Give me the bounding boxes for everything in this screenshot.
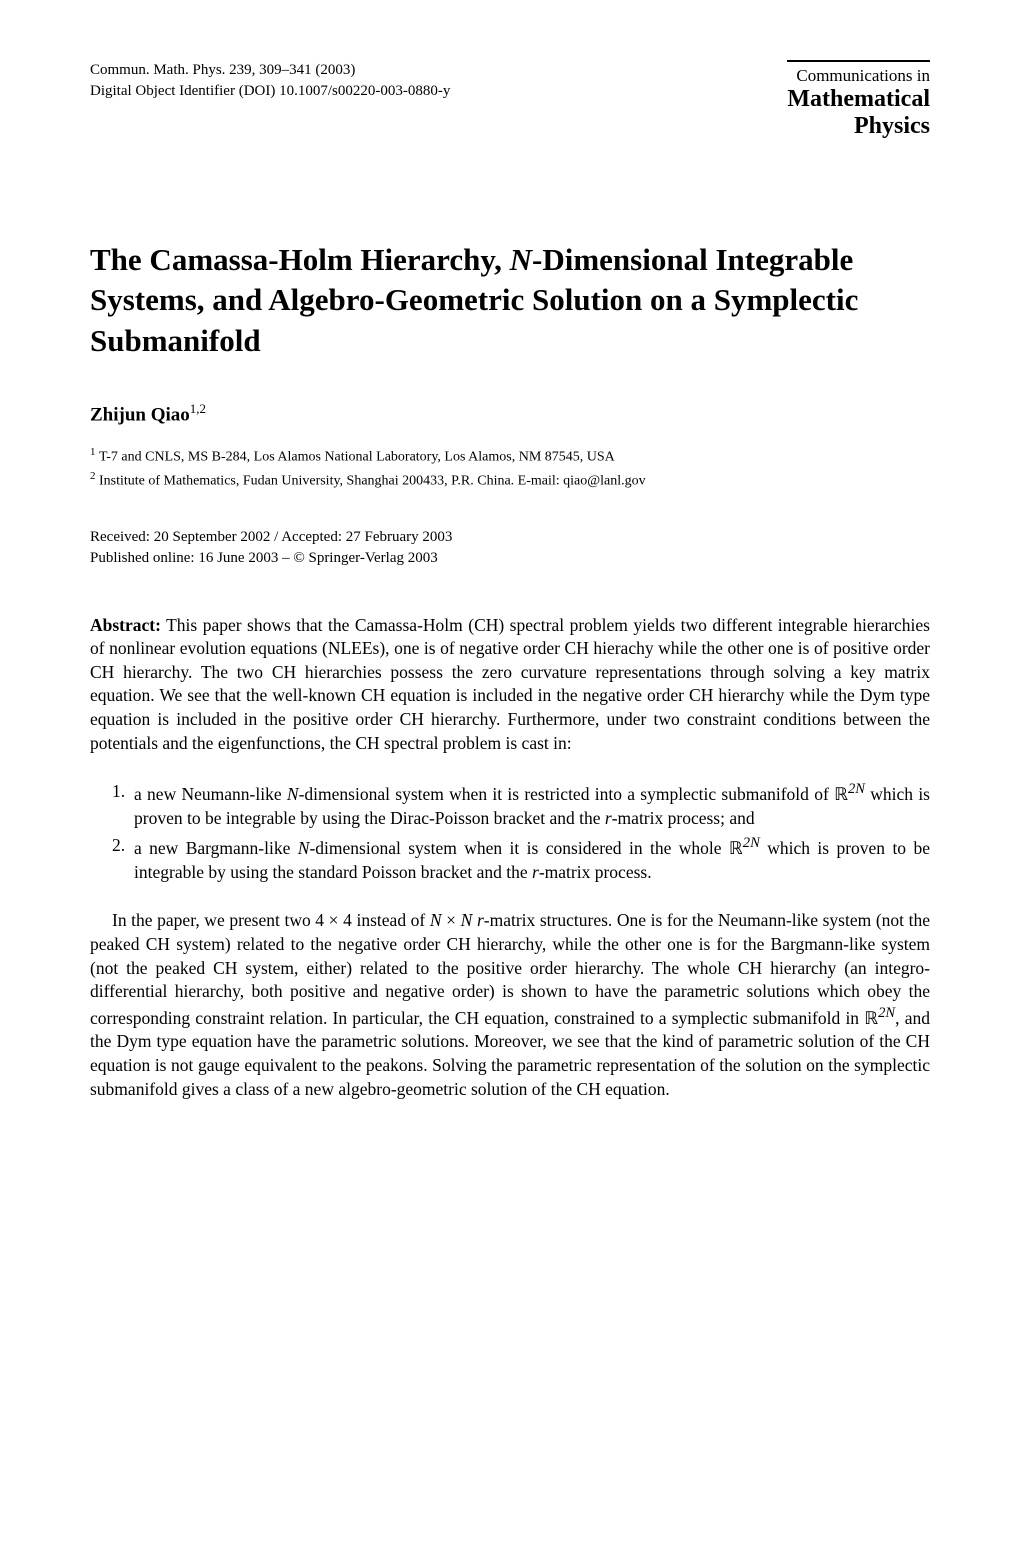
affiliations: 1 T-7 and CNLS, MS B-284, Los Alamos Nat… xyxy=(90,444,930,491)
affiliation-text: T-7 and CNLS, MS B-284, Los Alamos Natio… xyxy=(99,450,615,465)
list-number: 2. xyxy=(112,834,134,884)
received-date: Received: 20 September 2002 / Accepted: … xyxy=(90,527,930,548)
abstract: Abstract: This paper shows that the Cama… xyxy=(90,614,930,756)
author: Zhijun Qiao1,2 xyxy=(90,401,930,426)
list-text: a new Bargmann-like N-dimensional system… xyxy=(134,834,930,884)
published-date: Published online: 16 June 2003 – © Sprin… xyxy=(90,548,930,569)
doi-line: Digital Object Identifier (DOI) 10.1007/… xyxy=(90,81,450,102)
affiliation-num: 2 xyxy=(90,470,96,482)
affiliation-text: Institute of Mathematics, Fudan Universi… xyxy=(99,474,646,489)
article-title: The Camassa-Holm Hierarchy, N-Dimensiona… xyxy=(90,240,930,361)
affiliation-1: 1 T-7 and CNLS, MS B-284, Los Alamos Nat… xyxy=(90,444,930,468)
list-text: a new Neumann-like N-dimensional system … xyxy=(134,780,930,830)
header-left: Commun. Math. Phys. 239, 309–341 (2003) … xyxy=(90,60,450,102)
list-item: 2. a new Bargmann-like N-dimensional sys… xyxy=(112,834,930,884)
journal-reference: Commun. Math. Phys. 239, 309–341 (2003) xyxy=(90,60,450,81)
author-name: Zhijun Qiao xyxy=(90,404,190,425)
affiliation-num: 1 xyxy=(90,446,96,458)
abstract-text: This paper shows that the Camassa-Holm (… xyxy=(90,615,930,753)
numbered-list: 1. a new Neumann-like N-dimensional syst… xyxy=(90,780,930,884)
affiliation-2: 2 Institute of Mathematics, Fudan Univer… xyxy=(90,468,930,492)
header-row: Commun. Math. Phys. 239, 309–341 (2003) … xyxy=(90,60,930,140)
publication-dates: Received: 20 September 2002 / Accepted: … xyxy=(90,527,930,569)
list-item: 1. a new Neumann-like N-dimensional syst… xyxy=(112,780,930,830)
page-container: Commun. Math. Phys. 239, 309–341 (2003) … xyxy=(0,0,1020,1161)
journal-name-line2: Mathematical xyxy=(787,86,930,113)
header-right: Communications in Mathematical Physics xyxy=(787,60,930,140)
journal-name-line1: Communications in xyxy=(787,66,930,86)
abstract-label: Abstract: xyxy=(90,615,161,635)
list-number: 1. xyxy=(112,780,134,830)
author-sup: 1,2 xyxy=(190,401,206,416)
journal-name-line3: Physics xyxy=(787,113,930,140)
body-paragraph: In the paper, we present two 4 × 4 inste… xyxy=(90,909,930,1101)
